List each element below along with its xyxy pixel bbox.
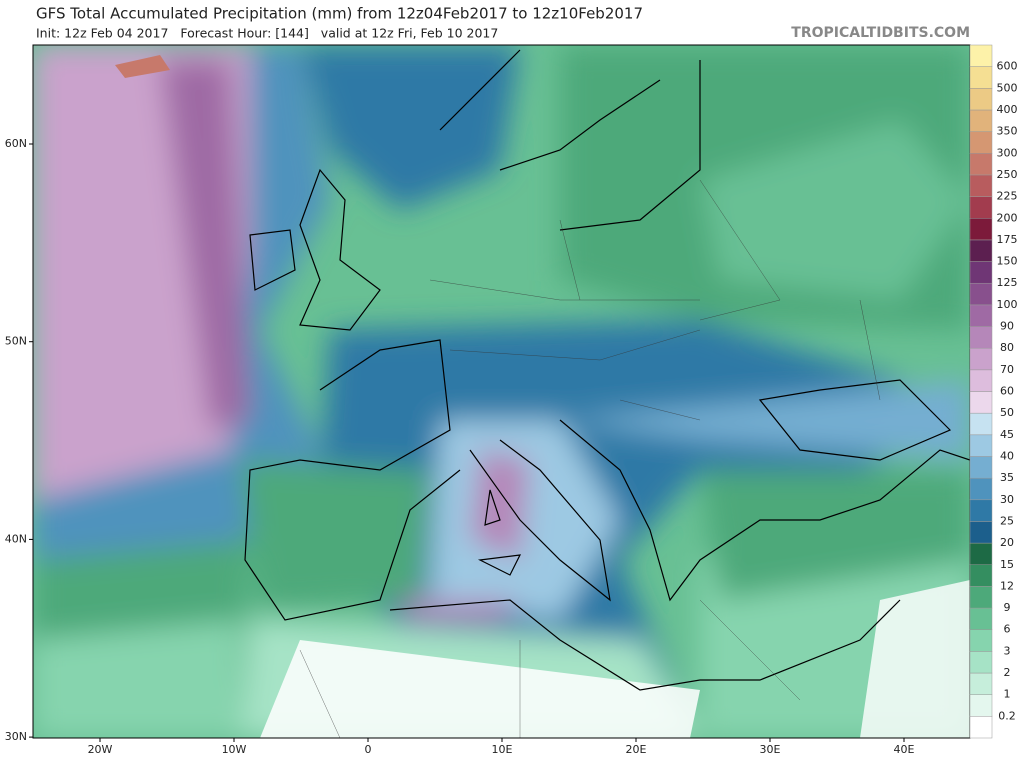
colorbar-label: 60	[1000, 385, 1014, 398]
colorbar-label: 125	[997, 276, 1018, 289]
colorbar-label: 100	[997, 298, 1018, 311]
colorbar-label: 3	[1004, 644, 1011, 657]
colorbar-label: 35	[1000, 471, 1014, 484]
lon-label: 30E	[760, 743, 781, 756]
lon-label: 0	[365, 743, 372, 756]
colorbar-label: 150	[997, 255, 1018, 268]
colorbar-swatch	[969, 456, 993, 479]
colorbar-label: 400	[997, 103, 1018, 116]
colorbar-swatch	[969, 304, 993, 327]
colorbar-swatch	[969, 326, 993, 349]
colorbar-swatch	[969, 109, 993, 132]
colorbar-label: 500	[997, 81, 1018, 94]
colorbar-label: 15	[1000, 558, 1014, 571]
lon-label: 10E	[492, 743, 513, 756]
colorbar-swatch	[969, 88, 993, 111]
colorbar-label: 20	[1000, 536, 1014, 549]
colorbar-label: 50	[1000, 406, 1014, 419]
lon-label: 10W	[222, 743, 247, 756]
colorbar-label: 30	[1000, 493, 1014, 506]
colorbar-swatch	[969, 607, 993, 630]
colorbar-label: 225	[997, 190, 1018, 203]
colorbar-label: 250	[997, 168, 1018, 181]
colorbar-swatch	[969, 239, 993, 262]
colorbar-swatch	[969, 564, 993, 587]
colorbar-label: 25	[1000, 514, 1014, 527]
colorbar-swatch	[969, 477, 993, 501]
colorbar-swatch	[969, 347, 993, 371]
colorbar-swatch	[969, 694, 993, 717]
colorbar-swatch	[969, 196, 993, 219]
colorbar-swatch	[969, 261, 993, 284]
colorbar-swatch	[969, 542, 993, 565]
colorbar-swatch	[969, 131, 993, 154]
colorbar-swatch	[969, 672, 993, 695]
colorbar-label: 45	[1000, 428, 1014, 441]
colorbar-label: 80	[1000, 341, 1014, 354]
colorbar-label: 12	[1000, 579, 1014, 592]
colorbar-swatch	[969, 586, 993, 609]
lat-label: 60N	[5, 137, 27, 150]
colorbar-swatch	[969, 174, 993, 197]
lat-label: 50N	[5, 335, 27, 348]
colorbar-swatch	[969, 282, 993, 306]
colorbar-label: 0.2	[998, 709, 1016, 722]
lon-label: 20W	[88, 743, 113, 756]
colorbar-base	[969, 715, 993, 739]
colorbar-label: 9	[1004, 601, 1011, 614]
colorbar-label: 2	[1004, 666, 1011, 679]
colorbar-swatch	[969, 369, 993, 392]
lat-label: 40N	[5, 532, 27, 545]
colorbar-swatch	[969, 629, 993, 652]
colorbar-swatch	[969, 412, 993, 436]
colorbar-swatch	[969, 521, 993, 544]
colorbar-label: 200	[997, 211, 1018, 224]
colorbar-label: 6	[1004, 623, 1011, 636]
lat-label: 30N	[5, 730, 27, 743]
lon-label: 40E	[894, 743, 915, 756]
title: GFS Total Accumulated Precipitation (mm)…	[36, 5, 643, 23]
colorbar-label: 175	[997, 233, 1018, 246]
source: TROPICALTIDBITS.COM	[791, 25, 970, 41]
colorbar-swatch	[969, 434, 993, 457]
colorbar-swatch	[969, 499, 993, 522]
colorbar-label: 600	[997, 60, 1018, 73]
colorbar-label: 300	[997, 146, 1018, 159]
lon-label: 20E	[626, 743, 647, 756]
colorbar-label: 350	[997, 125, 1018, 138]
colorbar-label: 70	[1000, 363, 1014, 376]
colorbar-swatch	[969, 391, 993, 414]
colorbar-label: 1	[1004, 688, 1011, 701]
colorbar-swatch	[969, 44, 993, 67]
precip-field	[33, 45, 970, 738]
colorbar-swatch	[969, 651, 993, 674]
colorbar-label: 90	[1000, 320, 1014, 333]
colorbar-swatch	[969, 218, 993, 241]
colorbar-swatch	[969, 153, 993, 176]
colorbar-label: 40	[1000, 449, 1014, 462]
colorbar-swatch	[969, 66, 993, 89]
subtitle: Init: 12z Feb 04 2017 Forecast Hour: [14…	[36, 26, 498, 41]
